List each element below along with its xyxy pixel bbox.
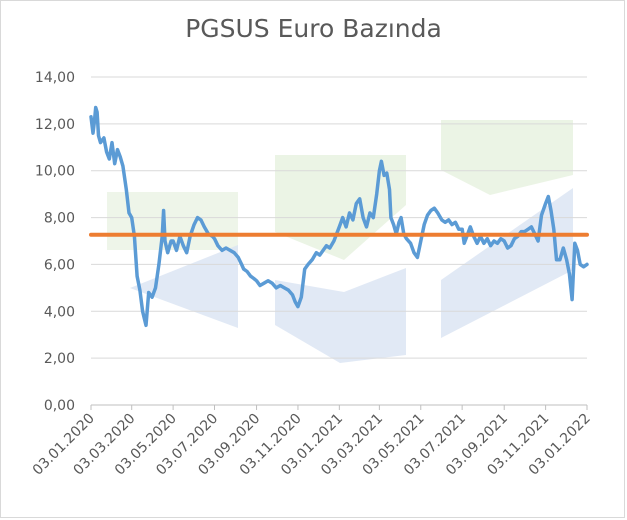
bg-blue-chevron — [275, 268, 406, 363]
y-tick-label: 14,00 — [35, 70, 75, 86]
y-tick-label: 10,00 — [35, 164, 75, 180]
y-tick-label: 6,00 — [44, 257, 75, 273]
chart-title: PGSUS Euro Bazında — [185, 14, 442, 43]
price-series-line — [89, 105, 589, 328]
series-layer — [89, 105, 589, 328]
bg-blue-arrow — [130, 245, 238, 328]
y-axis: 0,00 2,00 4,00 6,00 8,00 10,00 12,00 14,00 — [35, 70, 75, 414]
y-tick-label: 4,00 — [44, 304, 75, 320]
y-tick-label: 2,00 — [44, 351, 75, 367]
y-tick-label: 0,00 — [44, 398, 75, 414]
y-tick-label: 8,00 — [44, 211, 75, 227]
grid-lines — [91, 76, 587, 359]
x-axis: 03.01.202003.03.202003.05.202003.07.2020… — [30, 404, 594, 479]
bg-blue-tile — [441, 188, 573, 338]
bg-green-tile — [441, 120, 573, 195]
y-tick-label: 12,00 — [35, 117, 75, 133]
